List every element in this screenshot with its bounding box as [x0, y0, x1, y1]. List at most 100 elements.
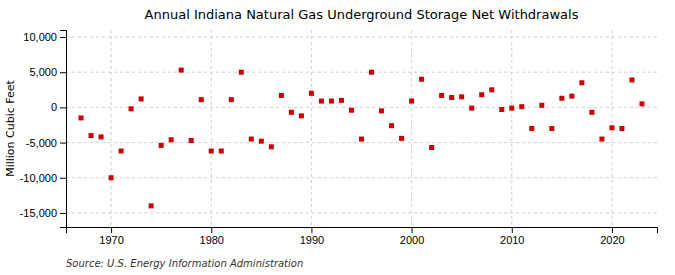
grid-line	[66, 177, 657, 178]
tick-label: 2010	[500, 234, 524, 246]
point	[199, 97, 204, 102]
tick-mark	[111, 227, 112, 233]
grid-line	[311, 30, 312, 227]
grid-line	[511, 30, 512, 227]
tick-label: 1970	[99, 234, 123, 246]
point	[639, 101, 644, 106]
tick: 5,000	[29, 66, 66, 78]
tick: 2010	[500, 227, 524, 246]
point	[399, 136, 404, 141]
grid-line	[66, 72, 657, 73]
tick-label: -10,000	[20, 172, 57, 184]
tick-label: 5,000	[29, 66, 57, 78]
tick-mark	[311, 227, 312, 233]
point	[229, 97, 234, 102]
point	[449, 95, 454, 100]
point	[479, 92, 484, 97]
point	[509, 106, 514, 111]
point	[309, 91, 314, 96]
point	[119, 149, 124, 154]
tick-mark	[60, 213, 66, 214]
tick-label: -15,000	[20, 207, 57, 219]
tick: 2020	[600, 227, 624, 246]
tick-mark	[60, 143, 66, 144]
tick: -10,000	[20, 172, 66, 184]
tick: 1970	[99, 227, 123, 246]
point	[99, 134, 104, 139]
point	[279, 93, 284, 98]
point	[139, 96, 144, 101]
point	[489, 87, 494, 92]
tick: -15,000	[20, 207, 66, 219]
tick-mark	[60, 72, 66, 73]
point	[359, 137, 364, 142]
tick: 1980	[200, 227, 224, 246]
point	[589, 110, 594, 115]
point	[169, 137, 174, 142]
point	[209, 149, 214, 154]
tick-mark	[512, 227, 513, 233]
point	[299, 113, 304, 118]
point	[369, 70, 374, 75]
point	[189, 138, 194, 143]
point	[79, 115, 84, 120]
point	[349, 108, 354, 113]
point	[429, 145, 434, 150]
point	[549, 126, 554, 131]
title: Annual Indiana Natural Gas Underground S…	[145, 7, 579, 22]
tick: -5,000	[26, 137, 66, 149]
tick: 1990	[300, 227, 324, 246]
point	[609, 125, 614, 130]
point	[339, 98, 344, 103]
tick-label: 10,000	[23, 31, 57, 43]
tick-label: 0	[51, 101, 57, 113]
tick: 10,000	[23, 31, 66, 43]
point	[129, 106, 134, 111]
grid-line	[211, 30, 212, 227]
tick-mark	[60, 37, 66, 38]
grid-line	[66, 107, 657, 108]
point	[599, 137, 604, 142]
tick-label: 2020	[600, 234, 624, 246]
point	[469, 106, 474, 111]
point	[619, 126, 624, 131]
point	[159, 143, 164, 148]
point	[629, 77, 634, 82]
tick-mark	[211, 227, 212, 233]
grid-line	[66, 212, 657, 213]
tick-mark	[612, 227, 613, 233]
point	[109, 175, 114, 180]
point	[89, 133, 94, 138]
point	[419, 77, 424, 82]
grid-line	[111, 30, 112, 227]
tick-mark	[412, 227, 413, 233]
point	[569, 94, 574, 99]
grid	[66, 30, 657, 227]
point	[519, 104, 524, 109]
y-axis-title: Million Cubic Feet	[4, 79, 17, 176]
point	[179, 68, 184, 73]
point	[579, 80, 584, 85]
tick: 0	[51, 101, 66, 113]
point	[289, 110, 294, 115]
point	[439, 93, 444, 98]
point	[249, 137, 254, 142]
point	[269, 144, 274, 149]
point	[259, 139, 264, 144]
point	[149, 203, 154, 208]
point	[459, 94, 464, 99]
chart: 197019801990200020102020-15,000-10,000-5…	[0, 0, 675, 275]
annotation: Source: U.S. Energy Information Administ…	[66, 258, 303, 269]
point	[389, 123, 394, 128]
grid-line	[66, 142, 657, 143]
point	[499, 107, 504, 112]
tick-mark	[60, 107, 66, 108]
grid-line	[411, 30, 412, 227]
point	[529, 126, 534, 131]
point	[379, 108, 384, 113]
point	[539, 103, 544, 108]
grid-line	[66, 37, 657, 38]
point	[219, 149, 224, 154]
tick-label: -5,000	[26, 137, 57, 149]
point	[409, 99, 414, 104]
